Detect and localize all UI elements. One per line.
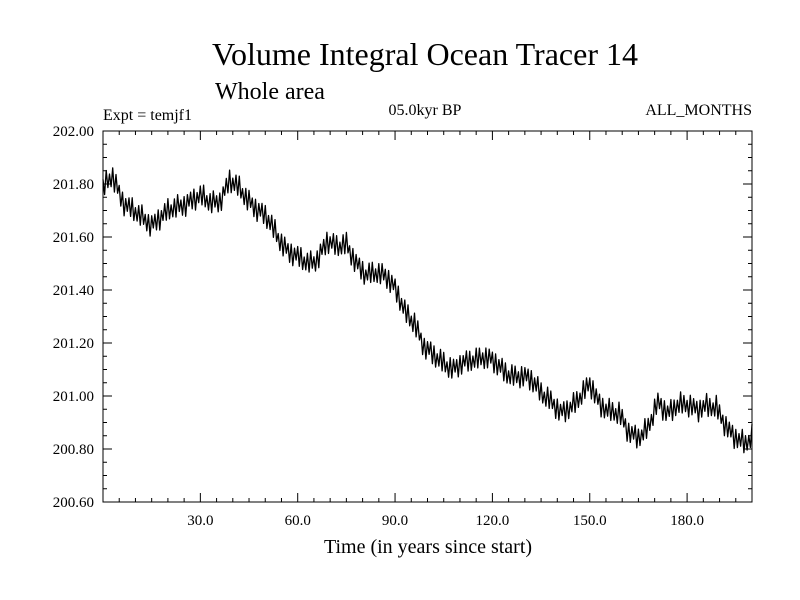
period-label: 05.0kyr BP: [389, 102, 462, 119]
y-tick-label: 201.20: [53, 336, 94, 352]
y-tick-label: 201.00: [53, 389, 94, 405]
chart-subtitle: Whole area: [215, 79, 325, 105]
x-axis-tick-labels: 30.0 60.0 90.0 120.0 150.0 180.0: [187, 513, 704, 529]
y-tick-label: 200.60: [53, 495, 94, 511]
chart-title: Volume Integral Ocean Tracer 14: [212, 36, 638, 72]
x-tick-label: 120.0: [476, 513, 510, 529]
y-tick-label: 201.80: [53, 177, 94, 193]
x-axis-ticks: [118, 131, 737, 502]
x-tick-label: 90.0: [382, 513, 408, 529]
y-tick-label: 200.80: [53, 442, 94, 458]
x-tick-label: 30.0: [187, 513, 213, 529]
data-series-line: [102, 167, 753, 454]
experiment-label: Expt = temjf1: [103, 107, 192, 124]
x-tick-label: 150.0: [573, 513, 607, 529]
y-axis-tick-labels: 200.60 200.80 201.00 201.20 201.40 201.60 201.…: [53, 124, 94, 511]
x-axis-label: Time (in years since start): [324, 536, 532, 558]
x-tick-label: 180.0: [670, 513, 704, 529]
months-label: ALL_MONTHS: [645, 102, 752, 119]
y-tick-label: 201.40: [53, 283, 94, 299]
y-tick-label: 202.00: [53, 124, 94, 140]
y-axis-ticks: [103, 130, 752, 503]
y-tick-label: 201.60: [53, 230, 94, 246]
x-tick-label: 60.0: [285, 513, 311, 529]
